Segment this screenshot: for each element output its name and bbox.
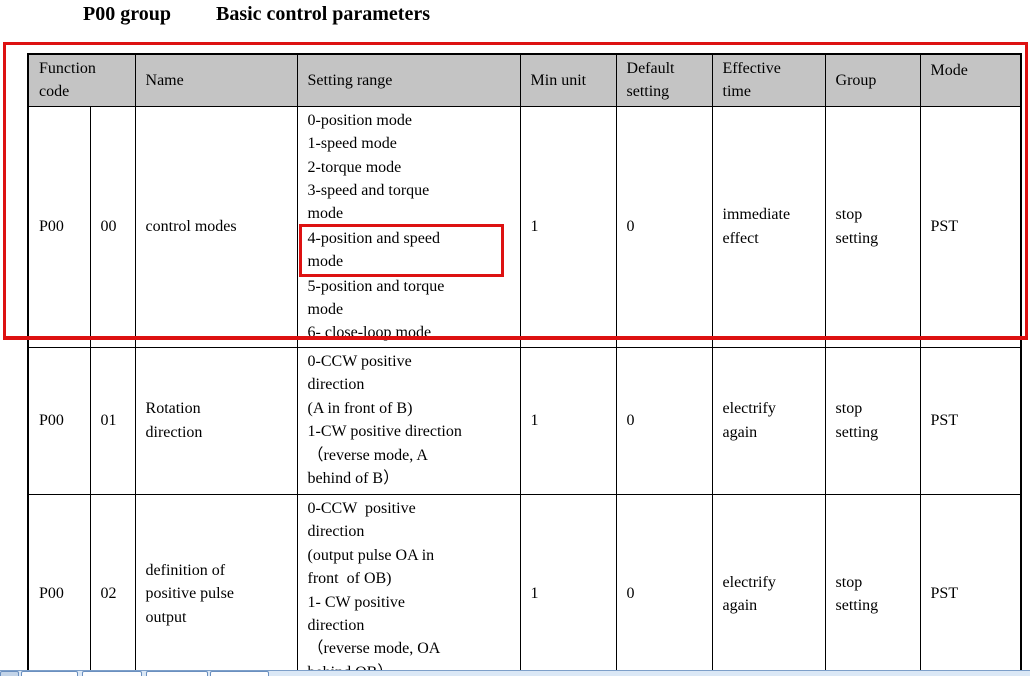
cell-sub-code: 00 [89,105,136,348]
strip-segment[interactable] [146,671,208,676]
cell-setting-range: 0-CCW positive direction (output pulse O… [296,493,521,676]
name-line: direction [145,423,203,441]
effective-time-line: again [722,597,758,615]
group-line: stop [835,573,863,591]
header-mode: Mode [919,53,1022,107]
setting-range-line: 0-CCW positive [307,352,412,370]
cell-min-unit: 1 [519,493,617,676]
page-title: P00 group Basic control parameters [83,3,431,25]
annotation-box-mode4: 4-position and speed mode [298,223,504,277]
cell-default-setting: 0 [615,493,713,676]
setting-range-line: direction [307,616,365,634]
header-row: Function code Name Setting range Min uni… [27,53,1022,107]
cell-min-unit: 1 [519,346,617,495]
setting-range-line: 4-position and speed [307,229,440,247]
group-line: setting [835,229,879,247]
setting-range-line: front of OB) [307,570,392,588]
setting-range-line: 3-speed and torque [307,182,430,200]
effective-time-line: electrify [722,400,776,418]
header-default-setting: Default setting [615,53,713,107]
setting-range-line: 5-position and torque [307,277,445,295]
header-function-code: Function code [27,53,136,107]
header-line: Effective [722,60,781,77]
cell-default-setting: 0 [615,105,713,348]
setting-range-line: 0-CCW positive [307,499,416,517]
header-group: Group [824,53,921,107]
name-line: positive pulse [145,585,234,603]
setting-range-line: mode [307,301,344,319]
parameter-table: Function code Name Setting range Min uni… [27,53,1023,676]
setting-range-line: (output pulse OA in [307,546,435,564]
cell-group: stop setting [824,346,921,495]
setting-range-line: 2-torque mode [307,158,402,176]
setting-range-line: 1-CW positive direction [307,423,462,441]
name-line: definition of [145,562,226,580]
strip-segment[interactable] [0,671,19,676]
header-line: Default [626,60,675,77]
cell-effective-time: electrify again [711,493,826,676]
setting-range-line: 1- CW positive [307,593,405,611]
setting-range-line: direction [307,376,365,394]
cell-mode: PST [919,346,1022,495]
cell-setting-range: 0-CCW positive direction (A in front of … [296,346,521,495]
effective-time-line: again [722,423,758,441]
strip-segment[interactable] [210,671,269,676]
effective-time-line: immediate [722,206,791,224]
setting-range-line: （reverse mode, A [307,446,428,464]
cell-group: stop setting [824,493,921,676]
table-row-p00-01: P00 01 Rotation direction 0-CCW positive… [27,346,1022,495]
cell-default-setting: 0 [615,346,713,495]
background-window-strip [0,670,1030,676]
setting-range-line: （reverse mode, OA [307,640,441,658]
effective-time-line: electrify [722,573,776,591]
cell-name: control modes [134,105,298,348]
cell-min-unit: 1 [519,105,617,348]
cell-mode: PST [919,105,1022,348]
setting-range-line: (A in front of B) [307,399,413,417]
setting-range-line: 6- close-loop mode [307,324,432,342]
setting-range-line: 1-speed mode [307,135,397,153]
header-line: code [39,83,70,101]
strip-segment[interactable] [21,671,78,676]
group-line: setting [835,423,879,441]
cell-effective-time: immediate effect [711,105,826,348]
table-row-p00-02: P00 02 definition of positive pulse outp… [27,493,1022,676]
effective-time-line: effect [722,229,759,247]
cell-mode: PST [919,493,1022,676]
header-line: Function [39,60,96,77]
cell-name: definition of positive pulse output [134,493,298,676]
cell-group-code: P00 [27,346,91,495]
header-effective-time: Effective time [711,53,826,107]
strip-segment[interactable] [82,671,142,676]
name-line: output [145,608,187,626]
cell-effective-time: electrify again [711,346,826,495]
header-line: time [722,83,751,101]
group-line: setting [835,597,879,615]
header-line: setting [626,83,670,101]
cell-sub-code: 01 [89,346,136,495]
table-row-p00-00: P00 00 control modes 0-position mode 1-s… [27,105,1022,348]
group-line: stop [835,206,863,224]
cell-group-code: P00 [27,493,91,676]
name-line: control modes [145,218,237,236]
setting-range-line: 0-position mode [307,111,412,129]
header-name: Name [134,53,298,107]
setting-range-line: direction [307,523,365,541]
group-line: stop [835,400,863,418]
cell-name: Rotation direction [134,346,298,495]
cell-group-code: P00 [27,105,91,348]
setting-range-line: behind of B） [307,469,400,487]
cell-sub-code: 02 [89,493,136,676]
cell-group: stop setting [824,105,921,348]
cell-setting-range: 0-position mode 1-speed mode 2-torque mo… [296,105,521,348]
name-line: Rotation [145,400,201,418]
setting-range-line: mode [307,253,344,271]
setting-range-line: mode [307,205,344,223]
header-setting-range: Setting range [296,53,521,107]
header-min-unit: Min unit [519,53,617,107]
